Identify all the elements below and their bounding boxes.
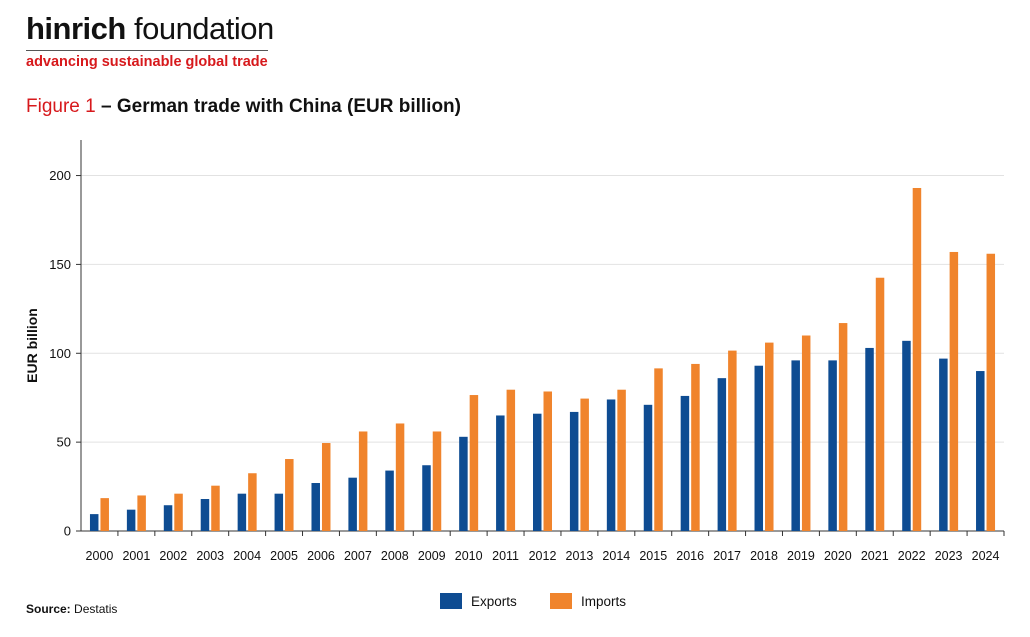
- y-tick-label: 200: [49, 168, 71, 183]
- bar-imports: [100, 498, 109, 531]
- bar-exports: [163, 505, 173, 531]
- bar-imports: [211, 485, 220, 531]
- bar-exports: [680, 395, 690, 531]
- bar-exports: [348, 477, 357, 531]
- bar-imports: [838, 323, 848, 531]
- bar-imports: [728, 350, 737, 531]
- bar-imports: [395, 423, 405, 531]
- x-tick-label: 2021: [861, 549, 889, 563]
- hinrich-foundation-logo: hinrich foundation advancing sustainable…: [26, 10, 276, 70]
- x-tick-label: 2001: [122, 549, 150, 563]
- bar-exports: [126, 509, 136, 531]
- bar-exports: [89, 514, 99, 531]
- legend-label-imports: Imports: [581, 594, 626, 609]
- bar-imports: [358, 431, 368, 531]
- logo-brand: hinrich: [26, 11, 126, 46]
- bar-exports: [828, 360, 837, 531]
- bar-exports: [459, 436, 468, 531]
- y-tick-label: 0: [64, 524, 71, 539]
- bar-imports: [765, 342, 774, 531]
- bar-imports: [506, 389, 516, 531]
- bar-imports: [654, 368, 663, 531]
- figure-title: Figure 1 – German trade with China (EUR …: [26, 96, 461, 118]
- x-tick-label: 2007: [344, 549, 372, 563]
- bar-imports: [875, 277, 885, 531]
- bar-imports: [949, 251, 959, 531]
- bar-imports: [432, 431, 442, 531]
- bar-exports: [939, 358, 948, 531]
- logo-name-rest: foundation: [133, 11, 274, 46]
- bar-exports: [237, 493, 247, 531]
- x-tick-label: 2014: [602, 549, 630, 563]
- logo-wordmark: hinrich foundation: [26, 10, 276, 48]
- bar-imports: [285, 459, 294, 531]
- bar-imports: [469, 395, 479, 531]
- bar-exports: [496, 415, 505, 531]
- x-tick-label: 2009: [418, 549, 446, 563]
- x-tick-label: 2008: [381, 549, 409, 563]
- x-tick-label: 2006: [307, 549, 335, 563]
- bar-imports: [543, 391, 552, 531]
- bar-exports: [865, 347, 874, 531]
- source-value: Destatis: [74, 602, 118, 616]
- bar-exports: [311, 483, 320, 531]
- bar-imports: [174, 493, 183, 531]
- bar-exports: [200, 499, 210, 531]
- bar-imports: [986, 253, 996, 531]
- bar-exports: [791, 360, 800, 531]
- bar-exports: [422, 465, 431, 531]
- x-tick-label: 2022: [898, 549, 926, 563]
- source-note: Source: Destatis: [26, 602, 117, 616]
- figure-title-text: German trade with China (EUR billion): [116, 96, 461, 117]
- x-tick-label: 2002: [159, 549, 187, 563]
- legend-swatch-exports: [440, 593, 462, 609]
- y-tick-label: 50: [57, 435, 71, 450]
- x-tick-label: 2005: [270, 549, 298, 563]
- bar-exports: [902, 340, 911, 531]
- bar-imports: [617, 389, 626, 531]
- x-tick-label: 2015: [639, 549, 667, 563]
- x-tick-label: 2024: [972, 549, 1000, 563]
- x-tick-label: 2004: [233, 549, 261, 563]
- y-tick-label: 100: [49, 346, 71, 361]
- bar-imports: [248, 473, 257, 531]
- x-tick-label: 2016: [676, 549, 704, 563]
- bar-exports: [533, 413, 542, 531]
- x-tick-label: 2010: [455, 549, 483, 563]
- bar-exports: [976, 371, 985, 531]
- figure-separator: –: [100, 96, 112, 117]
- x-tick-label: 2018: [750, 549, 778, 563]
- bar-exports: [643, 404, 653, 531]
- logo-divider: [26, 50, 268, 51]
- bar-imports: [801, 335, 811, 531]
- x-tick-label: 2011: [492, 549, 519, 563]
- bar-exports: [717, 378, 727, 531]
- legend-swatch-imports: [550, 593, 572, 609]
- x-tick-label: 2023: [935, 549, 963, 563]
- x-tick-label: 2013: [566, 549, 594, 563]
- y-axis-label: EUR billion: [24, 308, 40, 383]
- bar-imports: [580, 398, 589, 531]
- legend-label-exports: Exports: [471, 594, 517, 609]
- y-tick-label: 150: [49, 257, 71, 272]
- x-tick-label: 2020: [824, 549, 852, 563]
- x-tick-label: 2017: [713, 549, 741, 563]
- bar-exports: [606, 399, 616, 531]
- bar-imports: [912, 187, 922, 531]
- bar-exports: [385, 470, 394, 531]
- bar-imports: [137, 495, 146, 531]
- bar-exports: [754, 365, 764, 531]
- bar-imports: [691, 363, 700, 531]
- logo-tagline: advancing sustainable global trade: [26, 54, 268, 70]
- bar-exports: [274, 493, 284, 531]
- x-tick-label: 2000: [86, 549, 114, 563]
- bar-exports: [569, 411, 579, 531]
- figure-number: Figure 1: [26, 96, 96, 117]
- x-tick-label: 2012: [529, 549, 557, 563]
- source-label: Source:: [26, 602, 71, 616]
- x-tick-label: 2003: [196, 549, 224, 563]
- x-tick-label: 2019: [787, 549, 815, 563]
- bar-imports: [321, 443, 331, 531]
